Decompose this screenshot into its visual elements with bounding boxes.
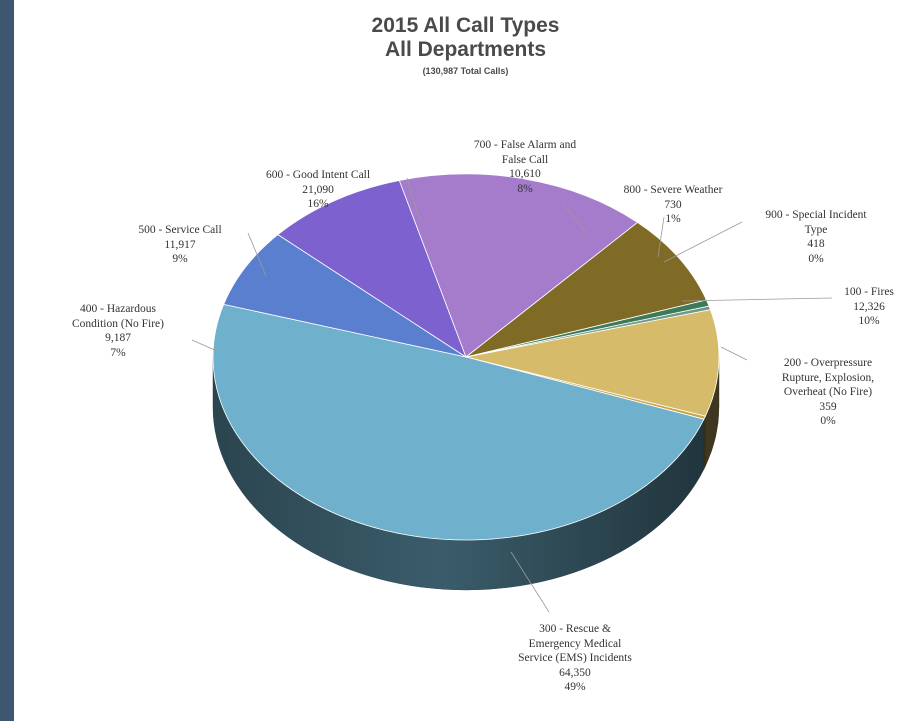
leader-line xyxy=(720,346,748,361)
pie-side-shading xyxy=(213,357,719,590)
pie-slice xyxy=(465,221,707,358)
slice-label-name: 500 - Service Call xyxy=(138,224,222,236)
slice-label: 800 - Severe Weather 730 1% xyxy=(624,183,723,227)
chart-panel: 2015 All Call Types All Departments (130… xyxy=(14,0,917,721)
leader-line xyxy=(681,297,833,302)
slice-label-name: Service (EMS) Incidents xyxy=(518,652,632,664)
chart-subtitle: All Departments xyxy=(384,38,547,61)
leader-line xyxy=(191,339,218,352)
slice-label-value: 64,350 xyxy=(559,666,591,679)
slice-label-value: 21,090 xyxy=(302,183,334,196)
slice-label-value: 418 xyxy=(807,238,825,250)
slice-label-name: 900 - Special Incident xyxy=(765,209,867,221)
slice-label-value: 10,610 xyxy=(509,168,541,180)
slice-label-name: Overheat (No Fire) xyxy=(783,386,873,398)
slice-label-percent: 0% xyxy=(820,415,836,427)
slice-label-name: False Call xyxy=(501,153,549,166)
slice-label-name: Condition (No Fire) xyxy=(72,317,164,330)
slice-label-value: 730 xyxy=(664,198,682,211)
slice-label-percent: 16% xyxy=(307,198,329,210)
slice-label: 900 - Special Incident Type 418 0% xyxy=(765,208,866,266)
slice-label-name: 100 - Fires xyxy=(844,286,894,298)
slice-label-percent: 49% xyxy=(564,681,586,693)
slice-label-percent: 7% xyxy=(110,346,126,359)
leader-line xyxy=(561,202,588,234)
leader-lines xyxy=(191,177,833,613)
slice-label: 300 - Rescue & Emergency Medical Service (… xyxy=(518,622,632,695)
slice-label-name: 600 - Good Intent Call xyxy=(265,169,371,181)
slice-label-percent: 9% xyxy=(172,253,188,265)
slice-label-name: Type xyxy=(804,223,828,236)
slice-label-name: Emergency Medical xyxy=(528,637,622,650)
slice-label: 200 - Overpressure Rupture, Explosion, Ove… xyxy=(782,356,874,429)
leader-line xyxy=(663,221,743,263)
slice-label-name: 400 - Hazardous xyxy=(79,303,156,315)
slice-label: 500 - Service Call 11,917 9% xyxy=(138,223,221,267)
pie-slice xyxy=(398,173,639,358)
pie-slice xyxy=(277,180,467,359)
pie-slice xyxy=(223,234,467,358)
pie-slice xyxy=(465,305,711,358)
slice-label-name: Rupture, Explosion, xyxy=(781,371,875,384)
pie-chart xyxy=(191,173,833,613)
slice-label: 700 - False Alarm and False Call 10,610 8% xyxy=(474,138,576,196)
slice-label: 600 - Good Intent Call 21,090 16% xyxy=(266,168,370,212)
slice-label-percent: 8% xyxy=(517,182,533,195)
slice-label-value: 11,917 xyxy=(164,238,196,251)
leader-line xyxy=(510,551,550,613)
chart-note: (130,987 Total Calls) xyxy=(422,66,509,76)
pie-slice xyxy=(465,309,720,417)
leader-line xyxy=(657,216,665,258)
slice-label: 100 - Fires 12,326 10% xyxy=(844,285,894,329)
slice-label-percent: 0% xyxy=(808,252,824,265)
pie-slice xyxy=(212,303,705,541)
slice-label-value: 9,187 xyxy=(105,332,131,344)
slice-label-name: 200 - Overpressure xyxy=(783,357,873,369)
slice-label-value: 359 xyxy=(819,400,837,413)
slice-label-percent: 10% xyxy=(858,315,880,327)
slice-label-name: 300 - Rescue & xyxy=(539,623,611,635)
slice-label: 400 - Hazardous Condition (No Fire) 9,187 7… xyxy=(72,302,164,360)
slice-label-name: 800 - Severe Weather xyxy=(623,184,723,196)
slice-label-percent: 1% xyxy=(665,213,681,225)
slice-label-value: 12,326 xyxy=(853,300,885,313)
chart-title: 2015 All Call Types xyxy=(371,14,560,37)
slice-label-name: 700 - False Alarm and xyxy=(473,139,577,151)
leader-line xyxy=(247,232,267,277)
pie-slices xyxy=(212,173,720,541)
leader-line xyxy=(406,177,421,222)
chart-title-block: 2015 All Call Types All Departments (130… xyxy=(14,14,917,78)
